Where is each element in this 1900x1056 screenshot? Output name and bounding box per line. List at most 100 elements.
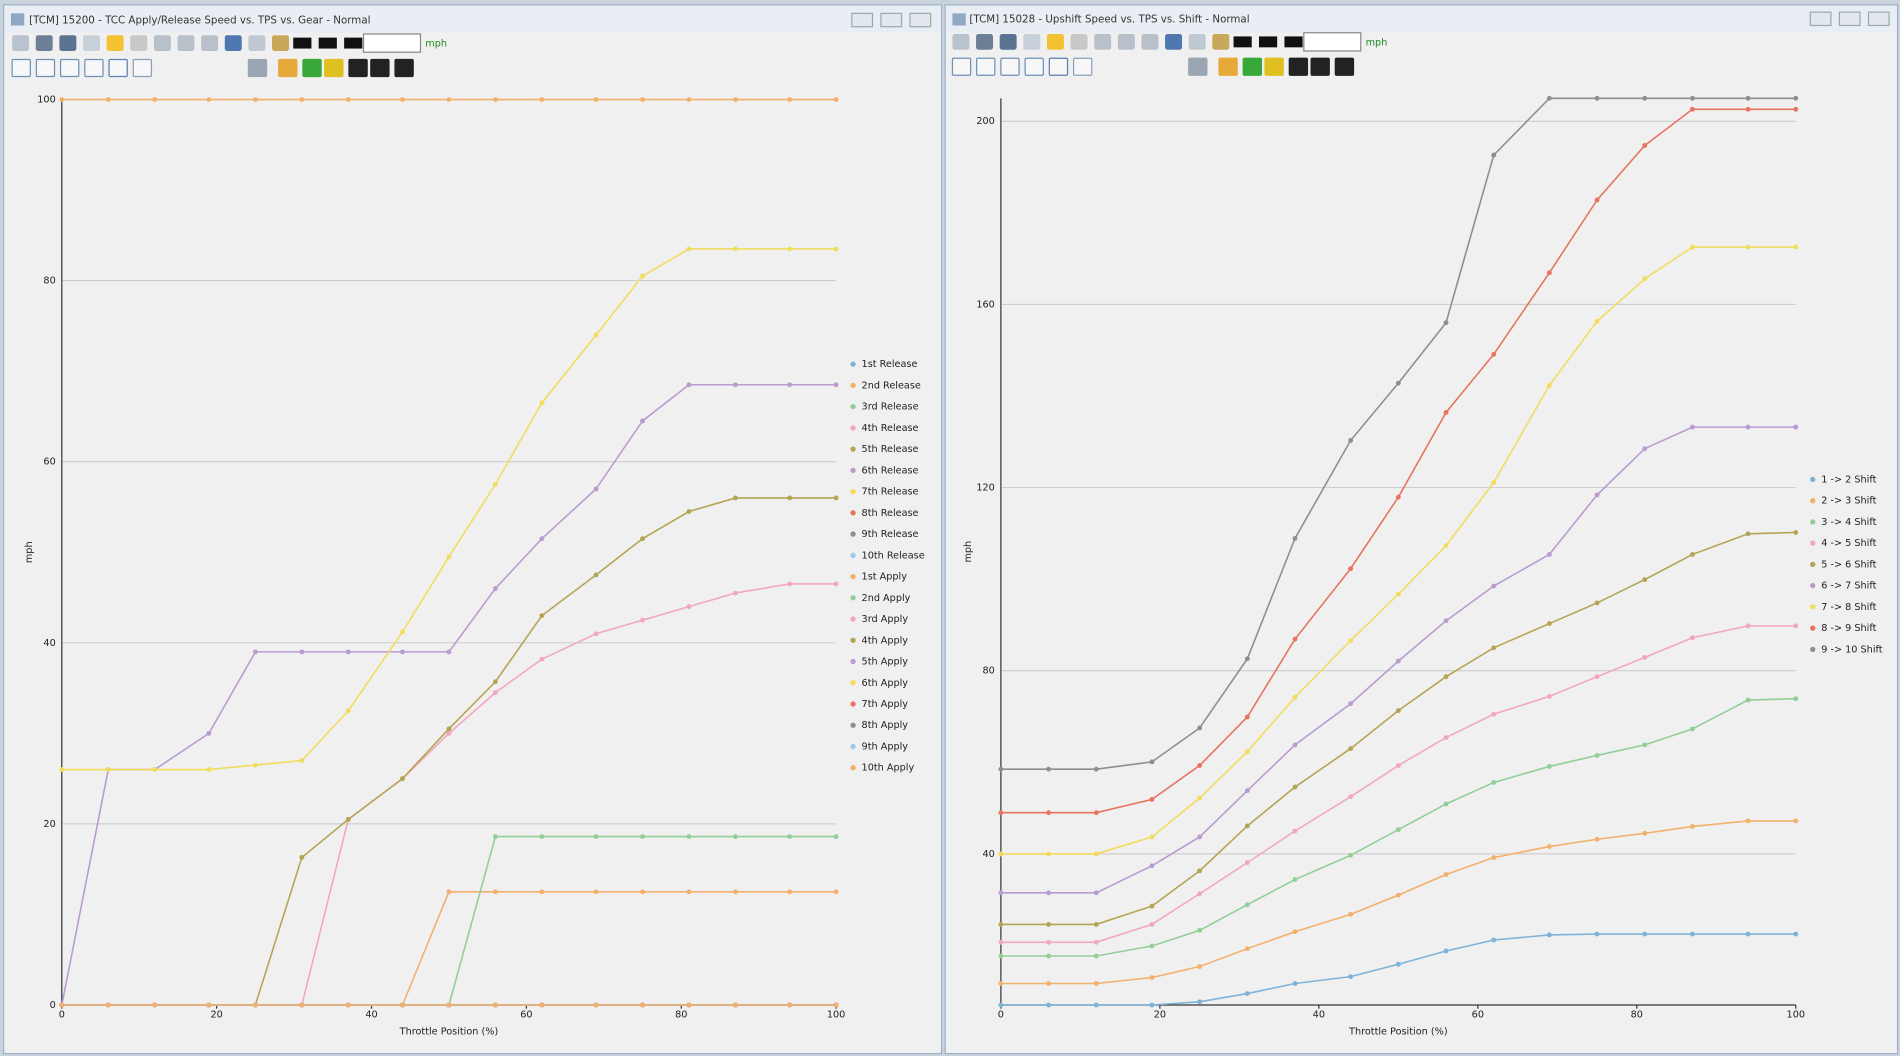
data-point	[640, 617, 645, 623]
speed-input[interactable]	[1303, 32, 1362, 52]
maximize-button[interactable]	[880, 12, 903, 28]
toolbar-button[interactable]	[35, 35, 53, 51]
toolbar-button[interactable]	[12, 35, 30, 51]
toolbar-button[interactable]	[1212, 33, 1230, 50]
toolbar-button[interactable]	[59, 35, 77, 51]
toolbar-button[interactable]	[1334, 57, 1355, 76]
data-point	[446, 889, 452, 895]
toolbar-button[interactable]	[1024, 57, 1044, 76]
data-point	[640, 97, 645, 102]
toolbar-button[interactable]	[278, 58, 298, 78]
toolbar-button[interactable]	[130, 35, 148, 51]
toolbar-button[interactable]	[344, 37, 363, 49]
toolbar-button[interactable]	[177, 35, 195, 51]
toolbar-button[interactable]	[11, 58, 31, 78]
data-point	[1642, 143, 1648, 148]
toolbar-button[interactable]	[1288, 57, 1309, 76]
speed-input[interactable]	[362, 33, 422, 53]
toolbar-button[interactable]	[84, 58, 104, 78]
toolbar-button[interactable]	[1188, 57, 1208, 76]
toolbar-button[interactable]	[318, 37, 337, 49]
data-point	[1149, 1002, 1155, 1008]
toolbar-button[interactable]	[976, 33, 994, 50]
data-point	[1197, 891, 1203, 897]
minimize-button[interactable]	[1809, 11, 1832, 27]
toolbar-button[interactable]	[106, 35, 124, 51]
close-button[interactable]	[1867, 11, 1890, 27]
data-point	[998, 851, 1004, 857]
toolbar-button[interactable]	[132, 58, 153, 78]
data-point	[733, 246, 738, 252]
data-point	[299, 1002, 305, 1008]
toolbar-button[interactable]	[1070, 33, 1088, 50]
data-point	[833, 97, 839, 102]
legend-marker	[850, 552, 856, 558]
data-point	[1046, 1002, 1052, 1008]
toolbar-button[interactable]	[1188, 33, 1206, 50]
toolbar-button[interactable]	[976, 57, 996, 76]
toolbar-button[interactable]	[59, 58, 80, 78]
toolbar-button[interactable]	[1165, 33, 1183, 50]
data-point	[998, 953, 1004, 959]
toolbar-button[interactable]	[1094, 33, 1112, 50]
toolbar-button[interactable]	[35, 58, 56, 78]
toolbar-button[interactable]	[247, 58, 268, 78]
toolbar-button[interactable]	[394, 58, 414, 78]
close-button[interactable]	[909, 12, 932, 28]
toolbar-button[interactable]	[108, 58, 128, 78]
data-point	[1594, 600, 1600, 606]
toolbar-button[interactable]	[1242, 57, 1263, 76]
toolbar-button[interactable]	[153, 35, 171, 51]
toolbar-button[interactable]	[1264, 57, 1284, 76]
legend-marker	[1810, 561, 1816, 568]
maximize-button[interactable]	[1838, 11, 1861, 27]
window: [TCM] 15200 - TCC Apply/Release Speed vs…	[3, 4, 943, 1055]
data-point	[1793, 106, 1799, 112]
y-tick-label: 20	[43, 819, 55, 830]
legend-label: 6 -> 7 Shift	[1821, 581, 1876, 592]
data-point	[299, 649, 305, 655]
toolbar-button[interactable]	[1284, 36, 1303, 48]
toolbar-button[interactable]	[224, 35, 242, 51]
toolbar-button[interactable]	[201, 35, 219, 51]
legend-label: 9th Apply	[862, 741, 909, 752]
toolbar-button[interactable]	[1218, 57, 1238, 76]
minimize-button[interactable]	[851, 12, 874, 28]
data-point	[1546, 844, 1552, 850]
data-point	[1292, 636, 1298, 642]
y-tick-label: 80	[43, 276, 55, 287]
toolbar-button[interactable]	[1048, 57, 1069, 76]
data-point	[686, 889, 692, 895]
toolbar-button[interactable]	[272, 35, 289, 51]
x-tick-label: 0	[998, 1010, 1004, 1021]
toolbar-button[interactable]	[999, 33, 1017, 50]
toolbar-button[interactable]	[1023, 33, 1041, 50]
toolbar-button[interactable]	[370, 58, 390, 78]
toolbar-button[interactable]	[324, 58, 344, 78]
data-point	[1093, 810, 1099, 816]
toolbar-button[interactable]	[348, 58, 368, 78]
toolbar-button[interactable]	[1258, 36, 1278, 48]
data-point	[640, 889, 645, 895]
toolbar-button[interactable]	[302, 58, 322, 78]
toolbar-button[interactable]	[952, 33, 970, 50]
toolbar-button[interactable]	[951, 57, 972, 76]
data-point	[1690, 726, 1695, 732]
legend-marker	[850, 658, 856, 665]
toolbar-button[interactable]	[248, 35, 266, 51]
data-point	[686, 834, 692, 840]
data-point	[1443, 801, 1449, 807]
toolbar-button[interactable]	[83, 35, 100, 51]
toolbar-button[interactable]	[1310, 57, 1330, 76]
toolbar-button[interactable]	[1117, 33, 1135, 50]
toolbar-button[interactable]	[1072, 57, 1093, 76]
plot-area	[952, 84, 1891, 1044]
data-point	[1690, 635, 1695, 641]
toolbar-button[interactable]	[293, 37, 312, 49]
data-point	[733, 495, 738, 501]
toolbar-button[interactable]	[1000, 57, 1020, 76]
toolbar-button[interactable]	[1046, 33, 1064, 50]
toolbar-button[interactable]	[1233, 36, 1252, 48]
toolbar-button[interactable]	[1141, 33, 1159, 50]
